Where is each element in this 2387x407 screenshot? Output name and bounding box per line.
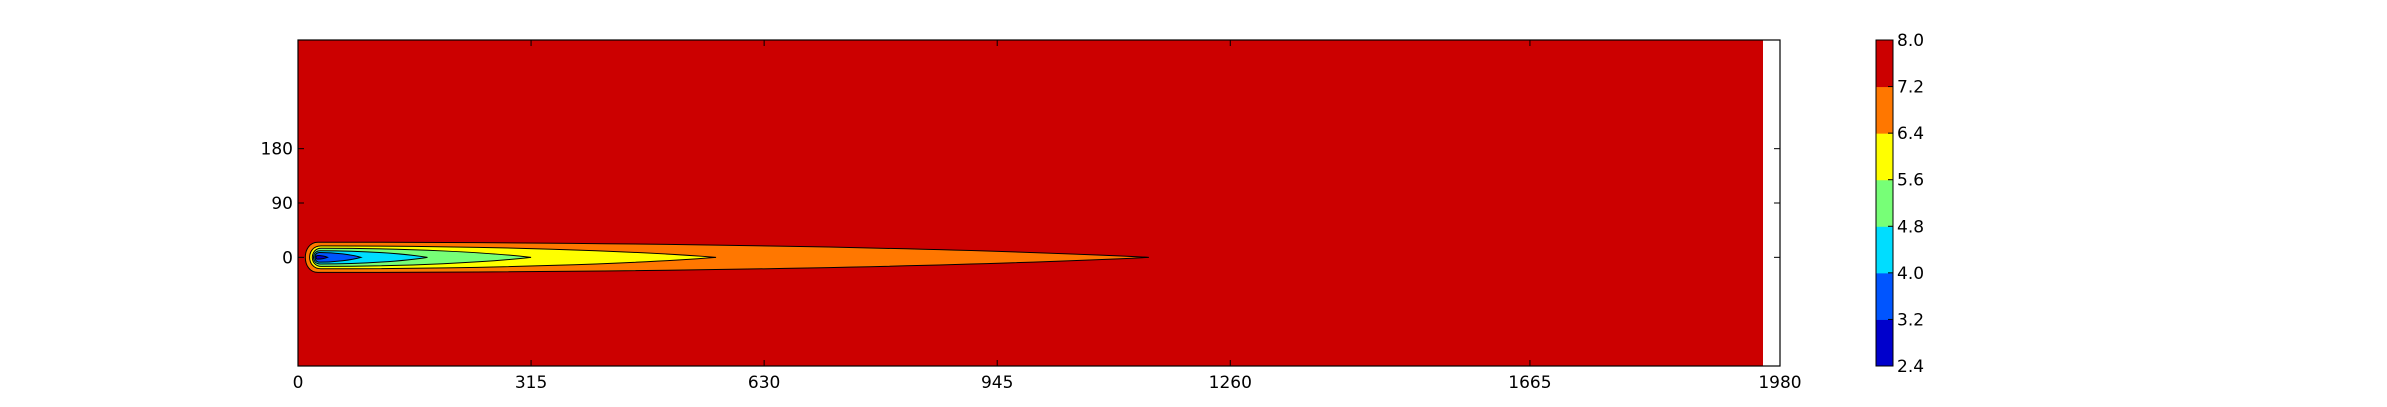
y-axis: 0 90 180 <box>261 140 1780 268</box>
colorbar-tick-label: 8.0 <box>1897 31 1924 51</box>
colorbar-tick-label: 5.6 <box>1897 171 1924 191</box>
colorbar-segment <box>1876 179 1893 227</box>
contour-region-2_4 <box>315 255 329 260</box>
colorbar-tick-label: 6.4 <box>1897 124 1924 144</box>
colorbar-segment <box>1876 40 1893 88</box>
contour-region-3_2 <box>314 252 363 263</box>
x-axis: 0 315 630 945 1260 1665 1980 <box>293 40 1802 393</box>
x-tick-label: 945 <box>981 373 1013 393</box>
colorbar-segment <box>1876 319 1893 367</box>
colorbar-segment <box>1876 272 1893 320</box>
y-tick-label: 90 <box>271 194 293 214</box>
colorbar: 2.4 3.2 4.0 4.8 5.6 6.4 7.2 8.0 <box>1875 31 1924 377</box>
colorbar-tick-label: 2.4 <box>1897 357 1924 377</box>
colorbar-tick-label: 4.0 <box>1897 264 1924 284</box>
colorbar-tick-label: 3.2 <box>1897 310 1924 330</box>
x-tick-label: 1980 <box>1758 373 1801 393</box>
colorbar-segment <box>1876 226 1893 274</box>
x-tick-label: 1260 <box>1209 373 1252 393</box>
contour-background <box>298 40 1763 366</box>
colorbar-segment <box>1876 86 1893 134</box>
x-tick-label: 630 <box>748 373 780 393</box>
colorbar-tick-label: 7.2 <box>1897 78 1924 98</box>
colorbar-frame <box>1875 39 1894 367</box>
x-tick-label: 1665 <box>1508 373 1551 393</box>
x-tick-label: 315 <box>515 373 547 393</box>
y-tick-label: 180 <box>261 140 293 160</box>
y-tick-label: 0 <box>282 248 293 268</box>
colorbar-tick-label: 4.8 <box>1897 217 1924 237</box>
plot-area <box>297 39 1781 367</box>
x-tick-label: 0 <box>293 373 304 393</box>
colorbar-segment <box>1876 133 1893 181</box>
